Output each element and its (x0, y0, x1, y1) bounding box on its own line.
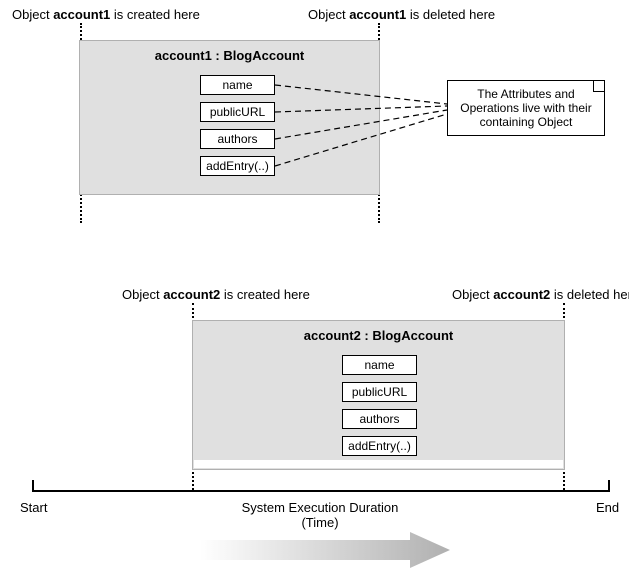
account2-deleted-label: Object account2 is deleted here (452, 287, 629, 302)
account1-slot-addentry: addEntry(..) (200, 156, 275, 176)
text-bold: account1 (349, 7, 406, 22)
text-bold: account1 (53, 7, 110, 22)
text: is created here (220, 287, 310, 302)
account2-white-strip (194, 460, 563, 468)
text: is deleted here (406, 7, 495, 22)
account2-slot-name: name (342, 355, 417, 375)
note-line: Operations live with their (456, 101, 596, 115)
account1-slot-authors: authors (200, 129, 275, 149)
account2-slot-addentry: addEntry(..) (342, 436, 417, 456)
account2-slot-authors: authors (342, 409, 417, 429)
timeline-center-label: System Execution Duration (Time) (220, 500, 420, 530)
timeline-start-label: Start (20, 500, 47, 515)
text-bold: account2 (163, 287, 220, 302)
account1-slot-publicurl: publicURL (200, 102, 275, 122)
text: Object (122, 287, 163, 302)
text: is created here (110, 7, 200, 22)
account2-slot-publicurl: publicURL (342, 382, 417, 402)
account1-title: account1 : BlogAccount (79, 48, 380, 63)
note-line: containing Object (456, 115, 596, 129)
text: Object (308, 7, 349, 22)
account1-slot-name: name (200, 75, 275, 95)
timeline-start-tick (32, 480, 34, 492)
account2-title: account2 : BlogAccount (192, 328, 565, 343)
text: Object (452, 287, 493, 302)
text: Object (12, 7, 53, 22)
account1-created-label: Object account1 is created here (12, 7, 200, 22)
timeline-end-label: End (596, 500, 619, 515)
text-bold: account2 (493, 287, 550, 302)
text: (Time) (220, 515, 420, 530)
timeline-end-tick (608, 480, 610, 492)
account2-created-label: Object account2 is created here (122, 287, 310, 302)
account1-deleted-label: Object account1 is deleted here (308, 7, 495, 22)
text: is deleted here (550, 287, 629, 302)
timeline-bar (32, 490, 610, 492)
text: System Execution Duration (220, 500, 420, 515)
note-attributes-operations: The Attributes and Operations live with … (447, 80, 605, 136)
note-line: The Attributes and (456, 87, 596, 101)
